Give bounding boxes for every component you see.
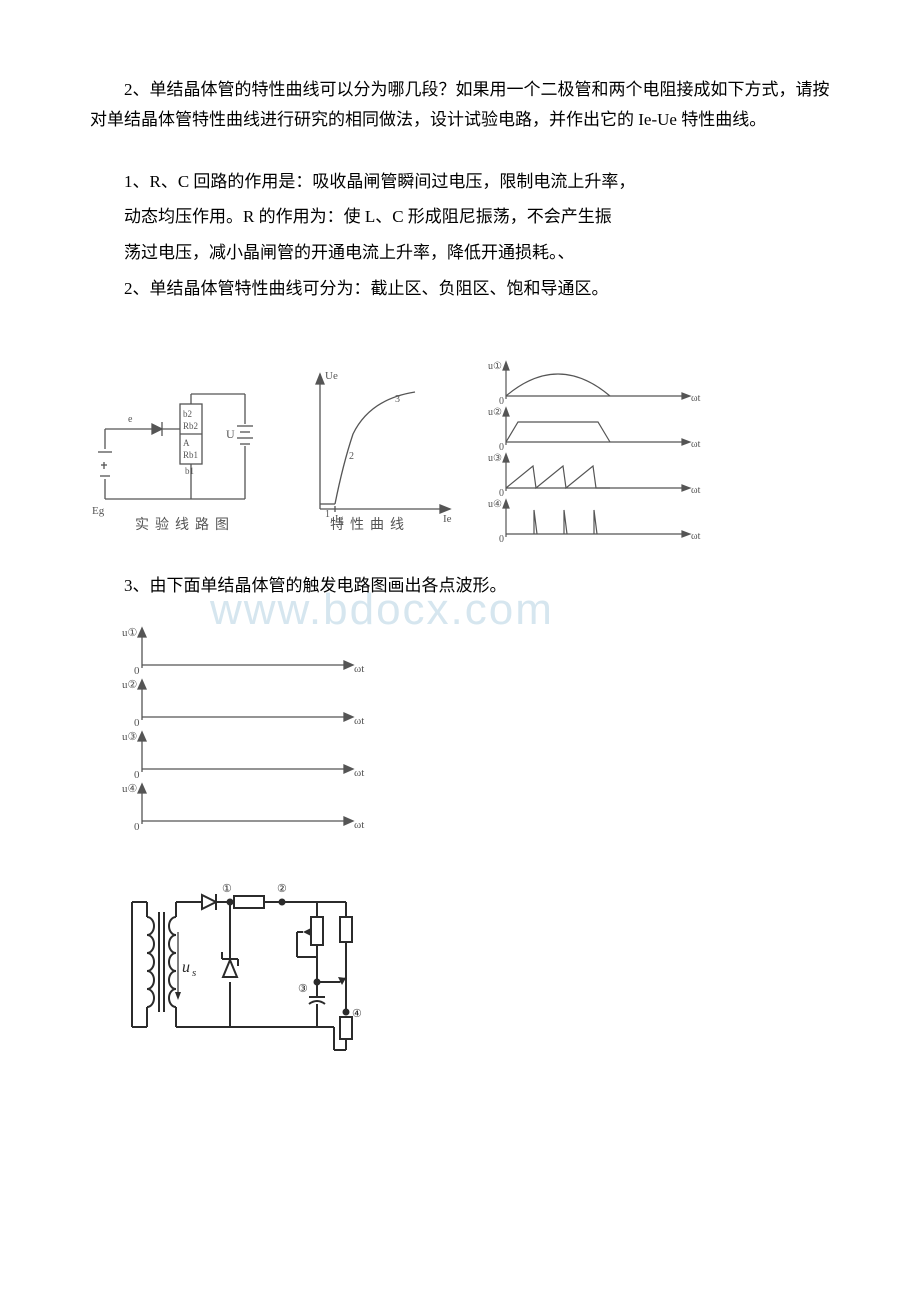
svg-text:u③: u③	[122, 731, 138, 743]
svg-text:ωt: ωt	[691, 485, 701, 496]
question-2-text: 2、单结晶体管的特性曲线可以分为哪几段？如果用一个二极管和两个电阻接成如下方式，…	[90, 75, 830, 135]
svg-text:Eg: Eg	[92, 505, 105, 517]
svg-text:u③: u③	[488, 453, 502, 464]
svg-text:u②: u②	[488, 407, 502, 418]
question-3-text: 3、由下面单结晶体管的触发电路图画出各点波形。	[90, 572, 830, 601]
answer-1-line-3: 荡过电压，减小晶闸管的开通电流上升率，降低开通损耗。、	[90, 238, 830, 268]
svg-text:0: 0	[134, 769, 140, 781]
svg-text:Ie: Ie	[443, 513, 452, 525]
svg-text:u: u	[182, 959, 190, 976]
svg-text:④: ④	[352, 1008, 362, 1020]
svg-text:0: 0	[134, 665, 140, 677]
svg-text:u①: u①	[122, 627, 138, 639]
svg-text:Ue: Ue	[325, 370, 338, 382]
svg-text:u②: u②	[122, 679, 138, 691]
svg-text:3: 3	[395, 394, 400, 405]
svg-text:①: ①	[222, 883, 232, 895]
svg-text:0: 0	[499, 488, 504, 499]
svg-text:Rb2: Rb2	[183, 421, 198, 431]
blank-waveform-axes: u① 0 ωt u② 0 ω	[122, 622, 377, 837]
svg-text:0: 0	[134, 717, 140, 729]
svg-text:ωt: ωt	[354, 663, 364, 675]
curve-caption: 特性曲线	[330, 517, 410, 533]
figure-row-1: Eg e b2 Rb2 A Rb1 b1	[90, 354, 710, 564]
svg-text:u④: u④	[122, 783, 138, 795]
svg-text:③: ③	[298, 983, 308, 995]
svg-text:ωt: ωt	[691, 531, 701, 542]
svg-text:ωt: ωt	[354, 715, 364, 727]
svg-text:u①: u①	[488, 361, 502, 372]
answer-2-line-1: 2、单结晶体管特性曲线可分为：截止区、负阻区、饱和导通区。	[90, 274, 830, 304]
svg-text:Rb1: Rb1	[183, 450, 198, 460]
svg-text:s: s	[192, 967, 196, 979]
figure-block-2: u① 0 ωt u② 0 ω	[122, 622, 830, 1077]
svg-text:u④: u④	[488, 499, 502, 510]
answer-1-line-1: 1、R、C 回路的作用是：吸收晶闸管瞬间过电压，限制电流上升率，	[90, 167, 830, 197]
svg-text:0: 0	[499, 534, 504, 545]
svg-text:ωt: ωt	[354, 767, 364, 779]
svg-text:0: 0	[134, 821, 140, 833]
svg-text:ωt: ωt	[354, 819, 364, 831]
svg-text:e: e	[128, 414, 133, 425]
svg-text:ωt: ωt	[691, 393, 701, 404]
question-2: 2、单结晶体管的特性曲线可以分为哪几段？如果用一个二极管和两个电阻接成如下方式，…	[90, 75, 830, 135]
experiment-circuit-diagram: Eg e b2 Rb2 A Rb1 b1	[90, 354, 710, 559]
svg-text:2: 2	[349, 451, 354, 462]
svg-text:b2: b2	[183, 409, 192, 419]
svg-text:0: 0	[499, 442, 504, 453]
svg-text:b1: b1	[185, 466, 194, 476]
svg-text:ωt: ωt	[691, 439, 701, 450]
answer-block: 1、R、C 回路的作用是：吸收晶闸管瞬间过电压，限制电流上升率， 动态均压作用。…	[90, 167, 830, 304]
svg-text:②: ②	[277, 883, 287, 895]
circuit-caption: 实验线路图	[135, 517, 235, 533]
svg-text:0: 0	[499, 396, 504, 407]
trigger-circuit-diagram: u s ①	[122, 862, 377, 1072]
svg-text:A: A	[183, 438, 190, 448]
answer-1-line-2: 动态均压作用。R 的作用为：使 L、C 形成阻尼振荡，不会产生振	[90, 202, 830, 232]
svg-text:U: U	[226, 427, 235, 441]
